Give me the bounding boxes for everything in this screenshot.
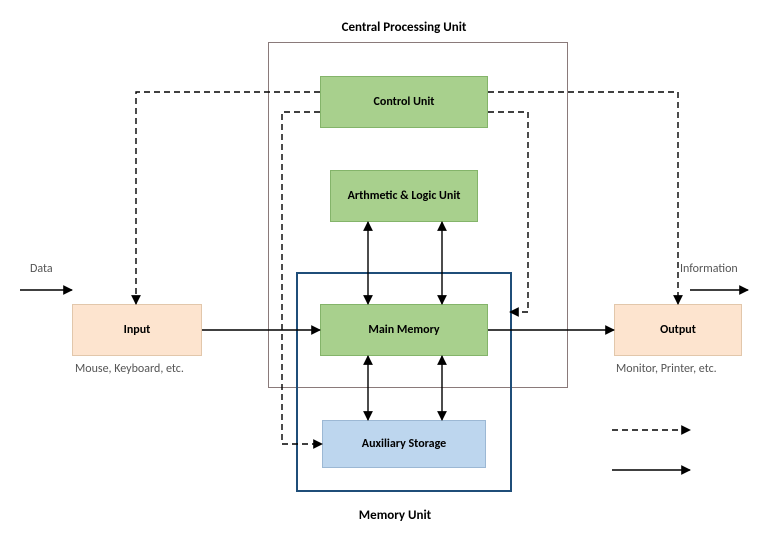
label-data: Data — [30, 262, 53, 276]
node-control-unit: Control Unit — [320, 76, 488, 128]
node-main-memory: Main Memory — [320, 304, 488, 356]
label-information: Information — [680, 262, 738, 276]
node-input: Input — [72, 304, 202, 356]
node-alu: Arthmetic & Logic Unit — [330, 170, 478, 222]
memory-title: Memory Unit — [330, 508, 460, 523]
label-input-sub: Mouse, Keyboard, etc. — [75, 362, 205, 376]
node-output: Output — [614, 304, 742, 356]
label-output-sub: Monitor, Printer, etc. — [616, 362, 746, 376]
node-aux-storage: Auxiliary Storage — [322, 420, 486, 468]
cpu-title: Central Processing Unit — [304, 20, 504, 35]
